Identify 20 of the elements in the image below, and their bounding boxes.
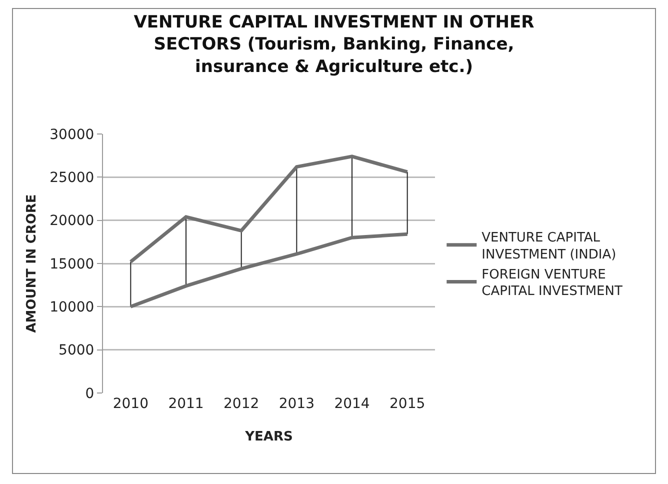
chart-title: VENTURE CAPITAL INVESTMENT IN OTHER SECTORS (Tourism, Banking, Finance, insurance & Agriculture etc.) — [134, 12, 534, 77]
legend-label: VENTURE CAPITAL INVESTMENT (INDIA) — [482, 230, 616, 262]
y-tick-label: 25000 — [50, 170, 94, 186]
x-tick-label: 2011 — [168, 396, 204, 412]
y-tick-label: 15000 — [50, 256, 94, 272]
y-tick-label: 30000 — [50, 126, 94, 143]
x-axis-title: YEARS — [244, 430, 293, 445]
y-axis-title: AMOUNT IN CRORE — [24, 194, 40, 333]
x-tick-label: 2015 — [390, 396, 426, 412]
legend-label: FOREIGN VENTURE CAPITAL INVESTMENT — [482, 267, 622, 300]
x-tick-label: 2013 — [278, 396, 314, 412]
x-tick-label: 2010 — [112, 396, 148, 412]
line-series — [128, 232, 410, 308]
line-series — [128, 154, 410, 264]
y-tick-label: 0 — [85, 386, 94, 402]
x-tick-label: 2012 — [224, 396, 260, 412]
y-tick-label: 10000 — [50, 300, 94, 316]
x-tick-label: 2014 — [334, 396, 370, 412]
y-tick-label: 20000 — [50, 213, 94, 230]
y-tick-label: 5000 — [58, 342, 94, 359]
